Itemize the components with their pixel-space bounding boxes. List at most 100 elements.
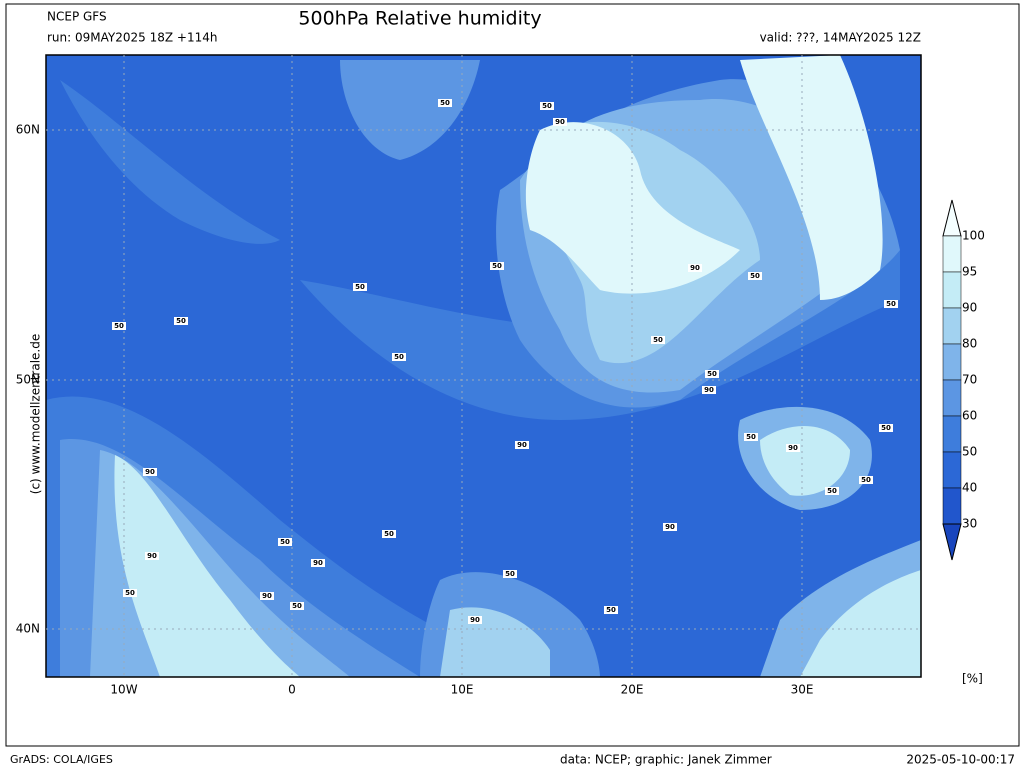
contour-label-bg bbox=[515, 441, 529, 449]
lon-label: 30E bbox=[791, 683, 814, 697]
contour-label-bg bbox=[468, 616, 482, 624]
contour-label-bg bbox=[553, 118, 567, 126]
credit: (c) www.modellzentrale.de bbox=[29, 334, 43, 494]
contour-label: 90 bbox=[665, 523, 675, 531]
contour-label-bg bbox=[540, 102, 554, 110]
contour-label-bg bbox=[859, 476, 873, 484]
colorbar-band bbox=[942, 271, 962, 309]
lat-label: 50N bbox=[16, 373, 40, 387]
contour-label: 50 bbox=[505, 570, 515, 578]
contour-label: 90 bbox=[704, 386, 714, 394]
contour-label-bg bbox=[174, 317, 188, 325]
humidity-area bbox=[740, 55, 883, 300]
footer-right: 2025-05-10-00:17 bbox=[906, 753, 1015, 767]
contour-label: 50 bbox=[394, 353, 404, 361]
contour-label: 50 bbox=[384, 530, 394, 538]
contour-label-bg bbox=[112, 322, 126, 330]
contour-label: 50 bbox=[606, 606, 616, 614]
contour-label-bg bbox=[490, 262, 504, 270]
humidity-area bbox=[800, 570, 921, 677]
legend-unit: [%] bbox=[962, 672, 983, 686]
colorbar-label: 60 bbox=[962, 409, 977, 423]
contour-label: 50 bbox=[292, 602, 302, 610]
lon-label: 20E bbox=[621, 683, 644, 697]
lat-label: 60N bbox=[16, 123, 40, 137]
valid-time: valid: ???, 14MAY2025 12Z bbox=[760, 31, 921, 45]
contour-label-bg bbox=[503, 570, 517, 578]
colorbar-label: 100 bbox=[962, 229, 985, 243]
colorbar-label: 40 bbox=[962, 481, 977, 495]
contour-label: 50 bbox=[653, 336, 663, 344]
contour-label: 90 bbox=[262, 592, 272, 600]
contour-label: 90 bbox=[313, 559, 323, 567]
humidity-area bbox=[340, 60, 480, 160]
contour-label-bg bbox=[392, 353, 406, 361]
contour-label-bg bbox=[688, 264, 702, 272]
contour-label-bg bbox=[825, 487, 839, 495]
model-name: NCEP GFS bbox=[47, 10, 107, 24]
colorbar-label: 50 bbox=[962, 445, 977, 459]
colorbar-label: 30 bbox=[962, 517, 977, 531]
contour-label: 50 bbox=[492, 262, 502, 270]
contour-label-bg bbox=[702, 386, 716, 394]
contour-label: 50 bbox=[881, 424, 891, 432]
contour-label-bg bbox=[382, 530, 396, 538]
contour-label-bg bbox=[145, 552, 159, 560]
colorbar-arrow-bottom bbox=[942, 523, 962, 561]
contour-label: 90 bbox=[145, 468, 155, 476]
humidity-area bbox=[114, 455, 300, 677]
contour-label-bg bbox=[884, 300, 898, 308]
contour-label-bg bbox=[143, 468, 157, 476]
contour-label-bg bbox=[278, 538, 292, 546]
humidity-area bbox=[525, 122, 740, 294]
plot-border bbox=[45, 54, 922, 678]
contour-label-bg bbox=[663, 523, 677, 531]
contour-label-bg bbox=[290, 602, 304, 610]
lat-label: 40N bbox=[16, 622, 40, 636]
lon-label: 10W bbox=[110, 683, 137, 697]
contour-label: 50 bbox=[280, 538, 290, 546]
contour-label-bg bbox=[651, 336, 665, 344]
footer-center: data: NCEP; graphic: Janek Zimmer bbox=[560, 753, 772, 767]
colorbar-label: 80 bbox=[962, 337, 977, 351]
colorbar-band bbox=[942, 487, 962, 525]
contour-label: 50 bbox=[125, 589, 135, 597]
colorbar-label: 95 bbox=[962, 265, 977, 279]
footer-left: GrADS: COLA/IGES bbox=[10, 753, 113, 766]
contour-label: 50 bbox=[542, 102, 552, 110]
colorbar-band bbox=[942, 343, 962, 381]
contour-label-bg bbox=[260, 592, 274, 600]
humidity-field bbox=[46, 55, 921, 677]
colorbar-band bbox=[942, 451, 962, 489]
contour-label: 90 bbox=[555, 118, 565, 126]
colorbar-band bbox=[942, 415, 962, 453]
contour-label: 90 bbox=[788, 444, 798, 452]
contour-label: 50 bbox=[176, 317, 186, 325]
contour-label: 50 bbox=[750, 272, 760, 280]
humidity-area bbox=[760, 426, 850, 496]
colorbar-band bbox=[942, 307, 962, 345]
contour-label-bg bbox=[438, 99, 452, 107]
contour-label-bg bbox=[604, 606, 618, 614]
contour-label: 50 bbox=[886, 300, 896, 308]
contour-label: 90 bbox=[470, 616, 480, 624]
colorbar-band bbox=[942, 379, 962, 417]
title: 500hPa Relative humidity bbox=[298, 8, 541, 30]
contour-label: 50 bbox=[355, 283, 365, 291]
contour-label-bg bbox=[879, 424, 893, 432]
contour-label-bg bbox=[705, 370, 719, 378]
contour-label: 90 bbox=[517, 441, 527, 449]
contour-label-bg bbox=[123, 589, 137, 597]
humidity-area bbox=[60, 80, 280, 244]
graticule bbox=[46, 55, 921, 677]
lon-label: 0 bbox=[288, 683, 296, 697]
contour-label-bg bbox=[744, 433, 758, 441]
contour-label-bg bbox=[353, 283, 367, 291]
run-info: run: 09MAY2025 18Z +114h bbox=[47, 31, 217, 45]
contour-label-bg bbox=[748, 272, 762, 280]
contour-label-bg bbox=[786, 444, 800, 452]
colorbar-label: 90 bbox=[962, 301, 977, 315]
contour-label-bg bbox=[311, 559, 325, 567]
